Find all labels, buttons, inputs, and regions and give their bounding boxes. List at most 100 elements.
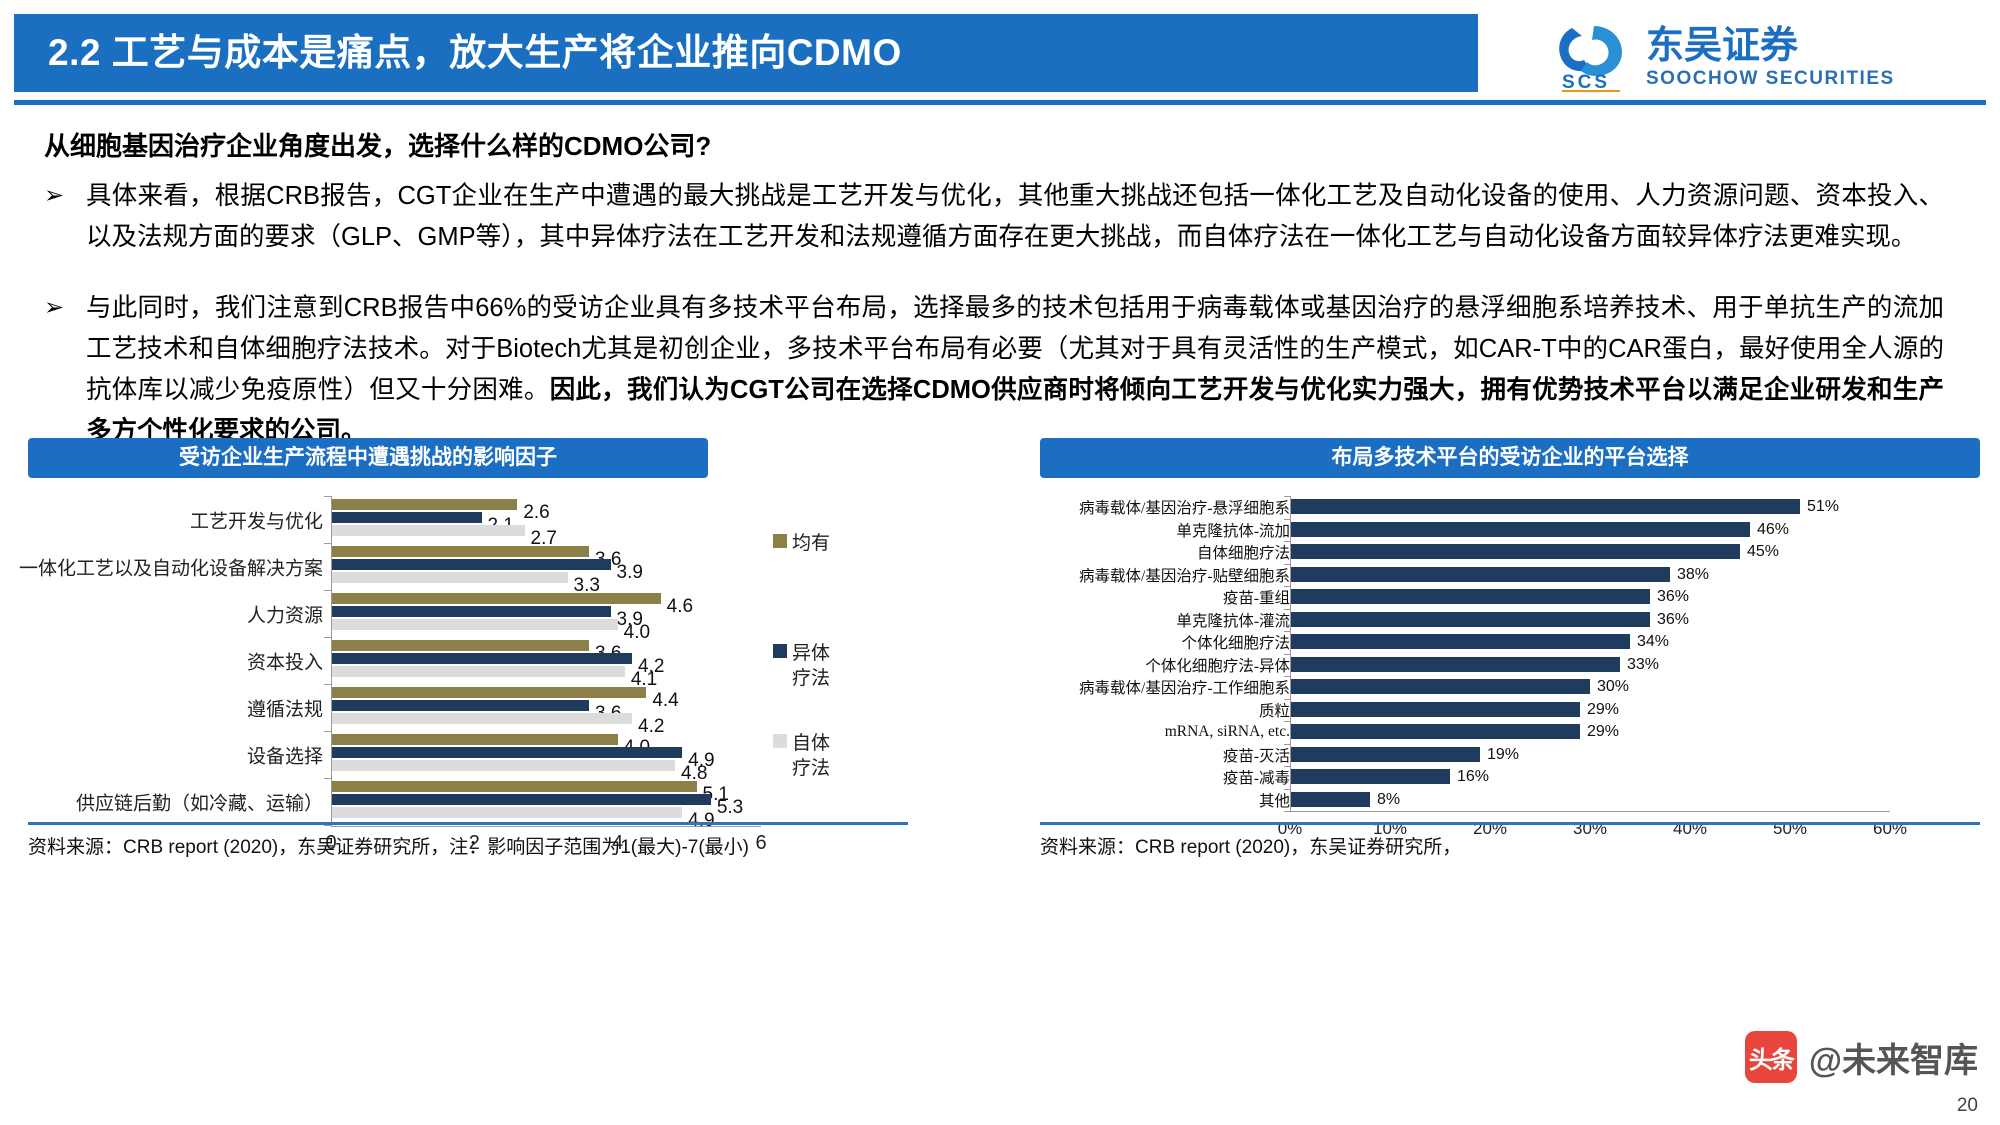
right-chart-row: 单克隆抗体-灌流 36%: [1040, 609, 1980, 632]
right-chart-category-label: 单克隆抗体-灌流: [1176, 612, 1290, 630]
left-chart-rows: 工艺开发与优化2.62.12.7一体化工艺以及自动化设备解决方案3.63.93.…: [19, 496, 908, 831]
right-chart-value-label: 46%: [1757, 520, 1790, 538]
left-chart-value-label: 4.2: [638, 716, 665, 737]
left-chart-value-label: 4.1: [630, 669, 658, 690]
right-chart-bar: [1290, 544, 1740, 559]
left-chart-value-label: 3.9: [616, 609, 643, 630]
right-chart-value-label: 36%: [1657, 610, 1690, 628]
bullet-arrow-icon: ➢: [44, 293, 65, 321]
left-chart-category-label: 遵循法规: [246, 699, 323, 720]
bullet-item-1: ➢ 具体来看，根据CRB报告，CGT企业在生产中遭遇的最大挑战是工艺开发与优化，…: [44, 176, 1944, 258]
right-chart-source: 资料来源：CRB report (2020)，东吴证券研究所，: [1040, 837, 1462, 858]
right-chart-value-label: 30%: [1597, 678, 1630, 696]
svg-text:SCS: SCS: [1562, 72, 1610, 92]
left-chart-bar: [331, 781, 697, 792]
left-chart-title: 受访企业生产流程中遭遇挑战的影响因子: [28, 438, 708, 478]
left-chart-bar: [331, 593, 661, 604]
right-chart-bar: [1290, 791, 1370, 807]
left-chart-bar: [331, 619, 618, 630]
right-chart-row: 病毒载体/基因治疗-工作细胞系 30%: [1040, 676, 1980, 699]
left-chart-bar: [331, 512, 482, 523]
right-chart-bar: [1290, 701, 1580, 717]
left-chart-bar: [331, 546, 589, 557]
watermark: 头条 @未来智库: [1744, 1031, 1978, 1083]
left-chart-value-label: 4.8: [681, 763, 708, 784]
logo-en: SOOCHOW SECURITIES: [1646, 68, 1895, 89]
right-chart-tick: [1284, 496, 1290, 497]
right-chart-rows: 病毒载体/基因治疗-悬浮细胞系 51% 单克隆抗体-流加 46% 自体细胞疗法 45% 病毒…: [1040, 496, 1980, 811]
right-chart-row: 病毒载体/基因治疗-贴壁细胞系 38%: [1040, 564, 1980, 587]
header-band: 2.2 工艺与成本是痛点，放大生产将企业推向CDMO: [14, 14, 1478, 92]
right-chart-panel: 布局多技术平台的受访企业的平台选择 病毒载体/基因治疗-悬浮细胞系 51% 单克隆抗…: [1040, 438, 1980, 856]
right-chart-value-label: 19%: [1487, 745, 1520, 763]
left-chart-bar: [331, 606, 611, 617]
right-chart-row: 疫苗-减毒 16%: [1040, 766, 1980, 789]
right-chart-tick: [1284, 698, 1290, 700]
left-chart-category-label: 工艺开发与优化: [189, 511, 323, 532]
left-chart-bar-group: 2.62.12.7: [331, 499, 761, 549]
right-chart-row: mRNA, siRNA, etc. 29%: [1040, 721, 1980, 744]
header-rule: [14, 100, 1986, 105]
left-chart-y-axis: [331, 496, 332, 826]
left-chart-bar: [331, 640, 589, 651]
right-chart-bar: [1290, 611, 1650, 627]
left-chart-panel: 受访企业生产流程中遭遇挑战的影响因子 工艺开发与优化 2.62.12.7 一体化工艺…: [19, 438, 908, 856]
left-chart-bar: [331, 700, 589, 711]
left-chart-value-label: 3.9: [616, 562, 643, 583]
left-chart-value-label: 3.3: [573, 575, 600, 596]
left-chart-row: 供应链后勤（如冷藏、运输） 5.1 5.3 4.9: [28, 778, 908, 831]
left-chart-value-label: 4.6: [666, 596, 694, 617]
right-chart-category-label: 自体细胞疗法: [1196, 545, 1290, 563]
right-chart-row: 病毒载体/基因治疗-悬浮细胞系 51%: [1040, 496, 1980, 519]
left-chart-x-tick-label: 0: [325, 832, 337, 854]
left-chart-tick: [324, 778, 331, 779]
right-chart-y-axis: [1290, 496, 1291, 811]
right-chart-row: 疫苗-灭活 19%: [1040, 744, 1980, 767]
right-chart-value-label: 29%: [1587, 700, 1620, 718]
left-chart-bar-group: 5.1 5.3 4.9: [331, 781, 761, 831]
left-chart-bar-group: 3.63.93.3: [331, 546, 761, 596]
left-chart-bar: [331, 559, 611, 570]
left-chart-body: 工艺开发与优化2.62.12.7一体化工艺以及自动化设备解决方案3.63.93.…: [19, 496, 908, 856]
right-chart-bar: [1290, 679, 1590, 694]
left-chart-bar: [331, 572, 568, 583]
right-chart-title: 布局多技术平台的受访企业的平台选择: [1040, 438, 1980, 478]
left-chart-bar: [331, 760, 675, 771]
right-chart-category-label: 病毒载体/基因治疗-工作细胞系: [1079, 680, 1290, 698]
soochow-securities-logo: SCS 东吴证券 SOOCHOW SECURITIES: [1554, 18, 1974, 93]
right-chart-bar: [1290, 499, 1800, 514]
logo-svg: SCS 东吴证券 SOOCHOW SECURITIES: [1559, 25, 1895, 93]
left-chart-x-axis: [331, 826, 761, 827]
left-chart-bar: [331, 687, 647, 698]
bullet-text-2: 与此同时，我们注意到CRB报告中66%的受访企业具有多技术平台布局，选择最多的技…: [86, 288, 1944, 452]
right-chart-category-label: 病毒载体/基因治疗-贴壁细胞系: [1079, 567, 1290, 585]
left-chart-tick: [324, 496, 331, 497]
watermark-text: @未来智库: [1808, 1041, 1978, 1080]
page-title: 2.2 工艺与成本是痛点，放大生产将企业推向CDMO: [48, 32, 902, 73]
left-chart-tick: [324, 825, 331, 826]
right-chart-bar: [1290, 724, 1580, 739]
right-chart-value-label: 51%: [1807, 498, 1840, 516]
right-chart-value-label: 45%: [1747, 543, 1780, 561]
right-chart-value-label: 8%: [1377, 790, 1401, 808]
left-chart-legend-item: 异体疗法: [773, 641, 838, 691]
left-chart-tick: [324, 543, 331, 544]
right-chart-category-label: 病毒载体/基因治疗-悬浮细胞系: [1079, 500, 1290, 518]
left-chart-tick: [324, 637, 331, 638]
right-chart-tick: [1284, 721, 1290, 722]
right-chart-category-label: 疫苗-减毒: [1222, 770, 1290, 788]
left-chart-bar-group: 4.6 3.9 4.0: [331, 593, 761, 643]
left-chart-tick: [324, 590, 331, 591]
left-chart-bar: [331, 653, 632, 664]
left-chart-category-label: 供应链后勤（如冷藏、运输）: [75, 793, 323, 814]
left-chart-tick: [324, 684, 331, 685]
left-bar-chart: 工艺开发与优化2.62.12.7一体化工艺以及自动化设备解决方案3.63.93.…: [19, 496, 908, 856]
left-chart-category-label: 资本投入: [246, 652, 323, 673]
watermark-badge: 头条: [1744, 1031, 1797, 1083]
left-source-rule: [28, 822, 908, 825]
left-chart-bar: [331, 734, 618, 745]
right-chart-bar: [1290, 746, 1480, 762]
right-chart-category-label: 个体化细胞疗法-异体: [1145, 657, 1290, 675]
